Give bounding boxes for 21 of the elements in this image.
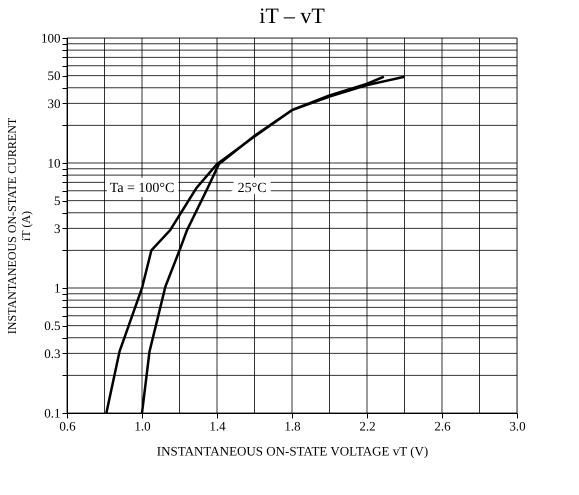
x-tick-label: 1.4: [209, 418, 226, 434]
y-tick-label: 30: [48, 96, 60, 111]
y-tick-label: 50: [48, 68, 60, 84]
x-tick-label: 2.2: [359, 418, 376, 434]
x-tick-label: 0.6: [59, 418, 76, 434]
y-tick-label: 3: [54, 220, 60, 236]
text: iT (A): [19, 210, 33, 242]
x-tick-label: 1.8: [284, 418, 301, 434]
x-tick-label: 2.6: [434, 418, 452, 434]
y-tick-label: 100: [41, 30, 60, 46]
y-tick-label: 10: [48, 156, 60, 170]
x-tick-label: 1.0: [134, 418, 151, 434]
x-tick-label: 3.0: [509, 418, 526, 434]
chart-title: iT – vT: [259, 3, 326, 28]
y-tick-label: 0.1: [44, 406, 60, 420]
y-tick-label: 5: [54, 193, 60, 208]
x-axis-title: INSTANTANEOUS ON-STATE VOLTAGE vT (V): [156, 444, 428, 458]
text: INSTANTANEOUS ON-STATE CURRENT: [5, 118, 19, 334]
y-tick-label: 0.3: [44, 346, 60, 361]
y-tick-label: 1: [54, 280, 60, 296]
y-tick-label: 0.5: [44, 318, 60, 334]
